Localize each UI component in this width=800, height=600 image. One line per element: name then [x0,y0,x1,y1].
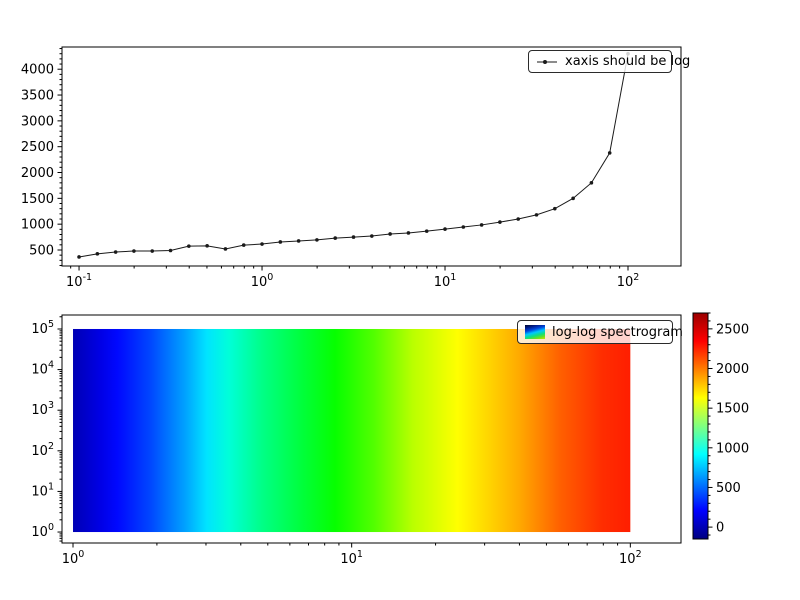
bottom-y-tick-label: 102 [31,441,54,459]
data-point-marker [351,235,356,239]
bottom-y-tick-label: 100 [31,522,54,540]
data-point-marker [461,225,466,229]
bottom-y-tick-label: 105 [31,319,54,337]
data-point-marker [534,213,539,217]
top-y-tick-label: 1000 [21,218,54,233]
bottom-y-tick-label: 103 [31,400,54,418]
data-point-marker [479,223,484,227]
data-point-marker [205,244,209,248]
colorbar-tick-label: 2500 [716,322,749,337]
top-x-tick-label: 102 [617,272,640,290]
data-point-marker [424,229,429,233]
data-point-marker [607,151,612,155]
legend-top: xaxis should be log [528,50,690,73]
colorbar-tick-label: 1000 [716,441,749,456]
spectrogram-image [73,328,631,533]
top-axes-frame [61,46,682,267]
line-series [78,53,629,258]
data-point-marker [132,249,136,253]
data-point-marker [260,242,264,246]
bottom-y-tick-label: 104 [31,360,54,378]
top-x-tick-label: 100 [251,272,274,290]
data-point-marker [406,231,411,235]
data-point-marker [333,236,338,240]
bottom-y-tick-label: 101 [31,481,54,499]
colorbar-tick-label: 500 [716,481,741,496]
top-y-tick-label: 3500 [21,89,54,104]
data-point-marker [315,238,319,242]
data-point-marker [77,255,81,259]
top-y-tick-label: 2000 [21,166,54,181]
data-point-marker [443,227,447,231]
bottom-x-tick-label: 101 [340,549,363,567]
colorbar-tick-label: 1500 [716,402,749,417]
bottom-x-tick-label: 100 [62,549,85,567]
bottom-axes-frame [61,314,682,544]
top-y-tick-label: 3000 [21,114,54,129]
bottom-x-tick-label: 102 [619,549,642,567]
data-point-marker [571,196,575,201]
data-point-marker [150,249,155,253]
colorbar-tick-label: 2000 [716,362,749,377]
data-point-marker [370,234,374,238]
top-y-tick-label: 1500 [21,192,54,207]
data-point-marker [278,240,283,244]
spectrogram-thumbnail-icon [525,325,545,339]
colorbar-tick-label: 0 [716,521,724,536]
data-point-marker [95,252,100,256]
legend-bottom-label: log-log spectrogram [552,324,683,340]
data-point-marker [516,217,521,221]
data-point-marker [388,232,392,236]
data-point-marker [223,247,228,251]
legend-top-label: xaxis should be log [565,54,691,69]
data-point-marker [187,244,191,248]
data-point-marker [553,206,557,211]
data-point-marker [168,248,173,253]
colorbar-gradient [693,313,708,539]
data-point-marker [589,181,594,185]
top-x-tick-label: 10-1 [66,272,92,290]
line-marker-icon [537,59,557,64]
data-point-marker [296,239,301,243]
colorbar-frame [692,312,709,540]
top-y-tick-label: 2500 [21,140,54,155]
data-point-marker [241,243,246,247]
top-y-tick-label: 4000 [21,63,54,78]
data-point-marker [498,220,502,224]
top-y-tick-label: 500 [29,243,54,258]
legend-bottom: log-log spectrogram [517,320,683,344]
top-x-tick-label: 101 [434,272,457,290]
data-point-marker [113,250,118,254]
